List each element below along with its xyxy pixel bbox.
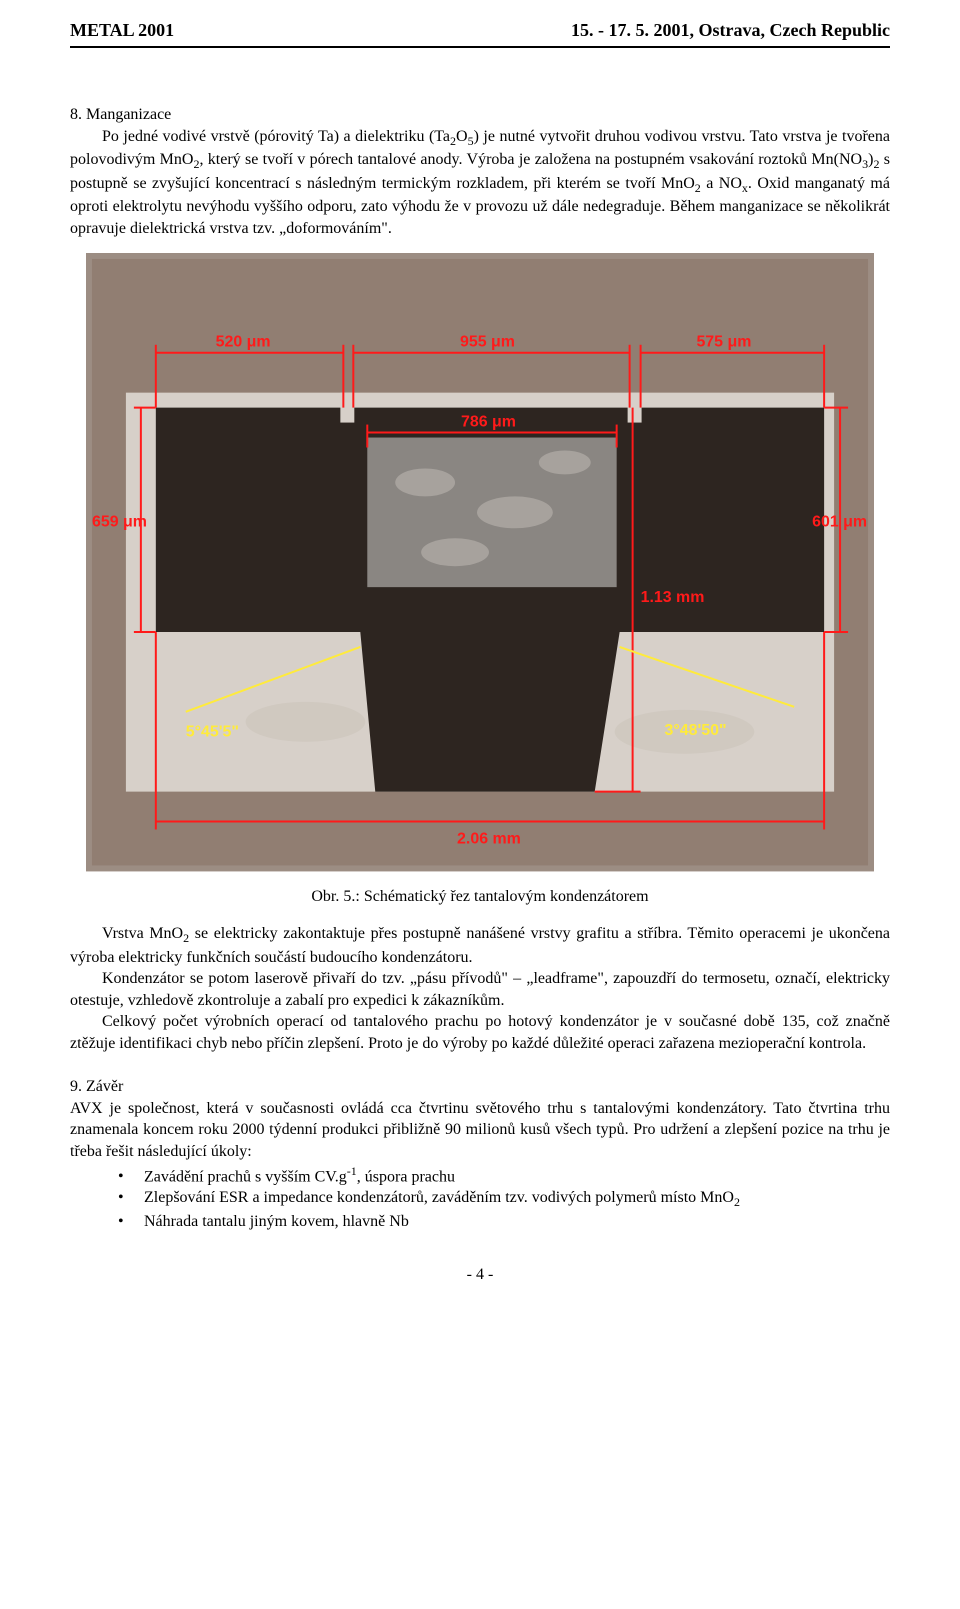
list-item: Náhrada tantalu jiným kovem, hlavně Nb <box>140 1211 890 1233</box>
dim-label: 1.13 mm <box>641 589 705 606</box>
core-texture <box>477 497 553 529</box>
dim-label: 786 μm <box>461 414 516 431</box>
dim-label: 659 μm <box>92 514 147 531</box>
section-8-paragraph: Po jedné vodivé vrstvě (pórovitý Ta) a d… <box>70 126 890 239</box>
list-item: Zlepšování ESR a impedance kondenzátorů,… <box>140 1187 890 1210</box>
header-right: 15. - 17. 5. 2001, Ostrava, Czech Republ… <box>571 18 890 42</box>
postfig-p3: Celkový počet výrobních operací od tanta… <box>70 1011 890 1054</box>
core-texture <box>421 538 489 566</box>
text: Vrstva MnO <box>102 925 183 942</box>
subscript: 2 <box>734 1196 740 1210</box>
list-item: Zavádění prachů s vyšším CV.g-1, úspora … <box>140 1163 890 1188</box>
core-texture <box>395 469 455 497</box>
section-8-title: 8. Manganizace <box>70 104 890 126</box>
section-9-intro: AVX je společnost, která v současnosti o… <box>70 1098 890 1163</box>
dim-label: 955 μm <box>460 334 515 351</box>
text: , úspora prachu <box>357 1168 455 1185</box>
text: , který se tvoří v pórech tantalové anod… <box>199 151 862 168</box>
grain <box>246 702 366 742</box>
header-left: METAL 2001 <box>70 18 174 42</box>
page-footer: - 4 - <box>70 1264 890 1286</box>
angle-label: 5°45'5" <box>186 724 239 741</box>
postfig-p2: Kondenzátor se potom laserově přivaří do… <box>70 968 890 1011</box>
text: Zavádění prachů s vyšším CV.g <box>144 1168 347 1185</box>
postfig-p1: Vrstva MnO2 se elektricky zakontaktuje p… <box>70 923 890 968</box>
superscript: -1 <box>347 1164 357 1178</box>
section-9-title: 9. Závěr <box>70 1076 890 1098</box>
figure-5-svg: 520 μm 955 μm 575 μm 786 μm <box>86 253 874 871</box>
dim-label: 575 μm <box>696 334 751 351</box>
core-texture <box>539 451 591 475</box>
section-9-bullets: Zavádění prachů s vyšším CV.g-1, úspora … <box>140 1163 890 1233</box>
angle-label: 3°48'50" <box>665 722 727 739</box>
page-number: - 4 - <box>467 1266 494 1283</box>
dim-label: 2.06 mm <box>457 831 521 848</box>
header-rule <box>70 46 890 48</box>
figure-5-caption: Obr. 5.: Schématický řez tantalovým kond… <box>70 886 890 908</box>
text: a NO <box>701 175 742 192</box>
text: Po jedné vodivé vrstvě (pórovitý Ta) a d… <box>102 128 450 145</box>
dim-label: 601 μm <box>812 514 867 531</box>
text: se elektricky zakontaktuje přes postupně… <box>70 925 890 965</box>
page-header: METAL 2001 15. - 17. 5. 2001, Ostrava, C… <box>70 18 890 42</box>
figure-5: 520 μm 955 μm 575 μm 786 μm <box>86 253 874 871</box>
text: Náhrada tantalu jiným kovem, hlavně Nb <box>144 1213 409 1230</box>
text: O <box>456 128 468 145</box>
text: Zlepšování ESR a impedance kondenzátorů,… <box>144 1189 734 1206</box>
dim-label: 520 μm <box>216 334 271 351</box>
